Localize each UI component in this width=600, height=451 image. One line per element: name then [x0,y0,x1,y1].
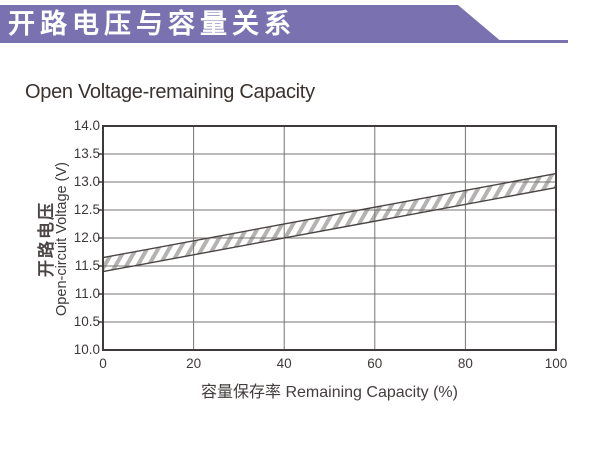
plot-border [102,125,557,351]
x-tick-label: 100 [544,356,568,371]
y-tick-label: 10.5 [73,314,100,329]
x-tick-label: 0 [99,356,107,371]
y-tick-label: 12.0 [73,230,100,245]
banner-tail-line [499,40,568,43]
y-tick-label: 12.5 [73,202,100,217]
grid-horizontal [103,153,556,323]
voltage-band [103,173,556,272]
x-tick-label: 60 [367,356,383,371]
banner-title: 开路电压与容量关系 [8,9,296,39]
y-tick-label: 14.0 [73,118,100,133]
y-tick-label: 13.5 [73,146,100,161]
plot-svg [98,125,557,351]
y-tick-label: 11.5 [74,258,100,273]
x-tick-label: 20 [186,356,202,371]
header-banner: 开路电压与容量关系 [0,5,503,43]
x-tick-label: 80 [457,356,473,371]
y-axis-title-en: Open-circuit Voltage (V) [54,162,70,316]
chart-title: Open Voltage-remaining Capacity [25,81,315,103]
x-axis-title: 容量保存率 Remaining Capacity (%) [201,384,458,401]
y-axis-title-cn: 开路电压 [37,201,56,277]
y-tick-label: 10.0 [73,342,100,357]
y-tick-label: 11.0 [74,286,100,301]
y-tick-label: 13.0 [73,174,100,189]
x-tick-label: 40 [276,356,292,371]
voltage-band-outline [102,172,557,273]
